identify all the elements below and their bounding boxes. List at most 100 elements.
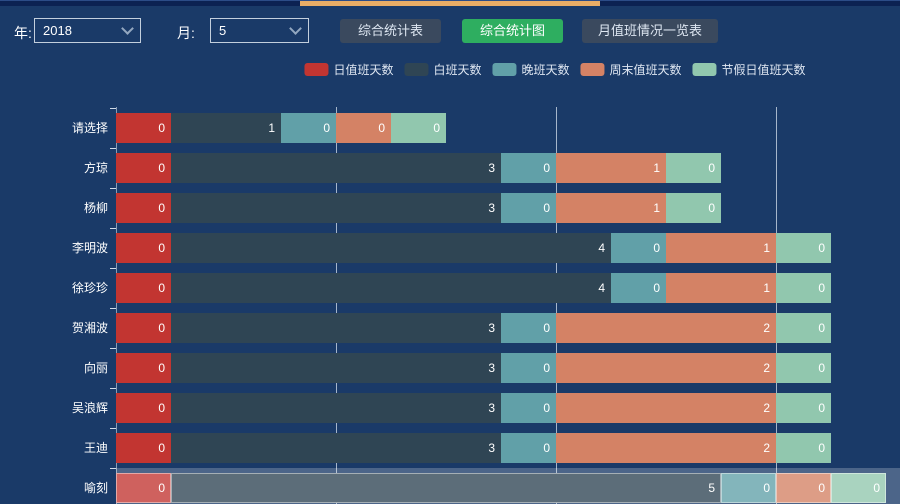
stats-chart-button[interactable]: 综合统计图 — [462, 19, 563, 43]
legend-item[interactable]: 周末值班天数 — [580, 61, 682, 78]
bar-segment[interactable]: 0 — [501, 392, 556, 423]
bar-segment[interactable]: 2 — [556, 312, 776, 343]
legend-label: 晚班天数 — [521, 63, 570, 77]
bar-segment[interactable]: 0 — [501, 352, 556, 383]
y-axis-label: 徐珍珍 — [71, 280, 108, 295]
bar-segment[interactable]: 0 — [116, 272, 171, 303]
bar-segment[interactable]: 0 — [831, 472, 886, 503]
bar-value-label: 0 — [378, 120, 385, 135]
bar-segment[interactable]: 0 — [391, 112, 446, 143]
bar-segment[interactable]: 3 — [171, 152, 501, 183]
bar-segment[interactable]: 1 — [666, 232, 776, 263]
bar-value-label: 3 — [488, 160, 495, 175]
legend-item[interactable]: 节假日值班天数 — [692, 61, 806, 78]
month-select[interactable]: 5 — [210, 18, 309, 43]
bar-segment[interactable]: 2 — [556, 352, 776, 383]
bar-segment[interactable]: 0 — [611, 232, 666, 263]
bar-segment[interactable]: 0 — [776, 312, 831, 343]
bar-segment[interactable]: 0 — [116, 352, 171, 383]
bar-segment[interactable]: 1 — [556, 152, 666, 183]
y-axis-tick — [110, 187, 116, 189]
bar-segment[interactable]: 0 — [116, 432, 171, 463]
bar-segment[interactable]: 0 — [336, 112, 391, 143]
y-axis-label: 李明波 — [71, 240, 108, 255]
bar-segment[interactable]: 0 — [281, 112, 336, 143]
y-axis-tick — [110, 467, 116, 469]
y-axis-label: 吴浪辉 — [71, 400, 108, 415]
bar-value-label: 0 — [158, 200, 165, 215]
bar-segment[interactable]: 0 — [776, 272, 831, 303]
x-gridline — [776, 107, 777, 504]
bar-segment[interactable]: 0 — [116, 152, 171, 183]
bar-value-label: 1 — [763, 240, 770, 255]
bar-segment[interactable]: 2 — [556, 392, 776, 423]
bar-value-label: 0 — [158, 240, 165, 255]
bar-segment[interactable]: 3 — [171, 432, 501, 463]
bar-segment[interactable]: 0 — [116, 232, 171, 263]
bar-segment[interactable]: 0 — [776, 392, 831, 423]
legend-item[interactable]: 日值班天数 — [304, 61, 393, 78]
y-axis-tick — [110, 347, 116, 349]
y-axis-label: 王迪 — [83, 440, 108, 455]
year-select[interactable]: 2018 — [34, 18, 141, 43]
bar-segment[interactable]: 5 — [171, 472, 721, 503]
bar-segment[interactable]: 0 — [501, 152, 556, 183]
bar-value-label: 0 — [158, 120, 165, 135]
bar-segment[interactable]: 0 — [116, 392, 171, 423]
bar-value-label: 0 — [873, 480, 880, 495]
bar-value-label: 2 — [763, 400, 770, 415]
bar-segment[interactable]: 0 — [116, 112, 171, 143]
bar-segment[interactable]: 0 — [501, 192, 556, 223]
bar-value-label: 5 — [708, 480, 715, 495]
bar-value-label: 4 — [598, 240, 605, 255]
bar-segment[interactable]: 4 — [171, 232, 611, 263]
bar-segment[interactable]: 1 — [171, 112, 281, 143]
bar-segment[interactable]: 2 — [556, 432, 776, 463]
bar-segment[interactable]: 4 — [171, 272, 611, 303]
bar-segment[interactable]: 3 — [171, 192, 501, 223]
bar-value-label: 2 — [763, 440, 770, 455]
bar-segment[interactable]: 0 — [776, 352, 831, 383]
bar-value-label: 0 — [158, 280, 165, 295]
legend-marker — [692, 63, 717, 76]
legend-label: 日值班天数 — [333, 63, 394, 77]
x-gridline — [556, 107, 557, 504]
bar-value-label: 0 — [543, 440, 550, 455]
bar-value-label: 0 — [543, 200, 550, 215]
bar-segment[interactable]: 0 — [666, 152, 721, 183]
bar-value-label: 0 — [323, 120, 330, 135]
bar-value-label: 0 — [158, 160, 165, 175]
bar-segment[interactable]: 0 — [666, 192, 721, 223]
bar-segment[interactable]: 0 — [501, 432, 556, 463]
bar-value-label: 0 — [543, 160, 550, 175]
y-axis-tick — [110, 267, 116, 269]
bar-value-label: 0 — [818, 400, 825, 415]
bar-segment[interactable]: 0 — [501, 312, 556, 343]
bar-segment[interactable]: 0 — [776, 232, 831, 263]
monthly-duty-list-button[interactable]: 月值班情况一览表 — [582, 19, 718, 43]
legend-item[interactable]: 白班天数 — [404, 61, 481, 78]
bar-row: 0 3 0 2 0 — [116, 392, 831, 423]
bar-segment[interactable]: 3 — [171, 392, 501, 423]
bar-row: 0 3 0 2 0 — [116, 432, 831, 463]
legend-item[interactable]: 晚班天数 — [492, 61, 570, 78]
bar-segment[interactable]: 0 — [116, 472, 171, 503]
stats-table-button[interactable]: 综合统计表 — [340, 19, 441, 43]
legend-label: 节假日值班天数 — [721, 63, 806, 77]
year-label: 年: — [14, 25, 32, 41]
bar-segment[interactable]: 3 — [171, 352, 501, 383]
bar-segment[interactable]: 0 — [611, 272, 666, 303]
bar-segment[interactable]: 0 — [776, 432, 831, 463]
bar-segment[interactable]: 0 — [776, 472, 831, 503]
bar-segment[interactable]: 1 — [556, 192, 666, 223]
bar-value-label: 0 — [763, 480, 770, 495]
bar-segment[interactable]: 0 — [721, 472, 776, 503]
bar-value-label: 0 — [653, 240, 660, 255]
bar-value-label: 0 — [818, 240, 825, 255]
bar-value-label: 3 — [488, 320, 495, 335]
bar-segment[interactable]: 0 — [116, 312, 171, 343]
bar-segment[interactable]: 0 — [116, 192, 171, 223]
y-axis-tick — [110, 147, 116, 149]
bar-segment[interactable]: 1 — [666, 272, 776, 303]
bar-segment[interactable]: 3 — [171, 312, 501, 343]
